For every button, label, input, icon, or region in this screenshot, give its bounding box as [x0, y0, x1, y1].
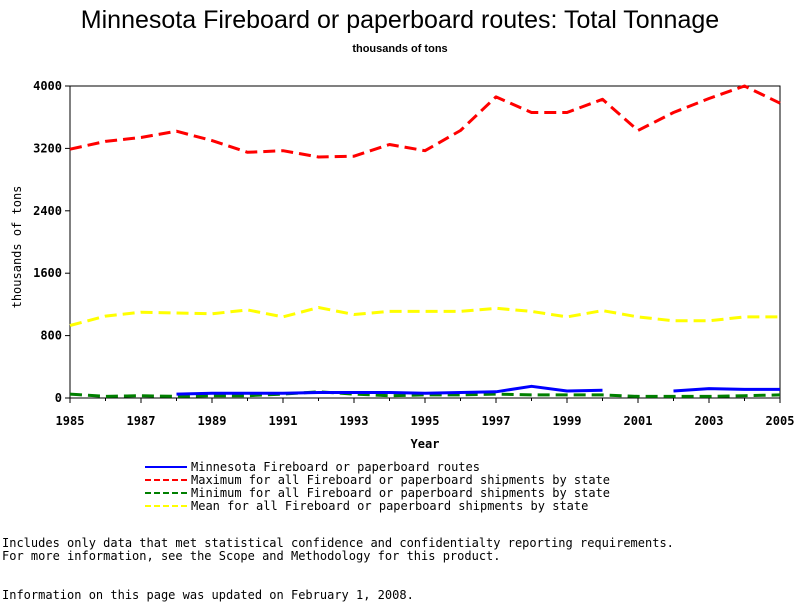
legend-item: Mean for all Fireboard or paperboard shi…: [145, 498, 610, 513]
legend-label: Mean for all Fireboard or paperboard shi…: [191, 498, 589, 513]
y-tick-label: 4000: [33, 79, 62, 93]
plot-frame: [69, 85, 781, 399]
chart-legend: Minnesota Fireboard or paperboard routes…: [145, 459, 611, 513]
legend-label: Maximum for all Fireboard or paperboard …: [191, 472, 611, 487]
legend-item: Minimum for all Fireboard or paperboard …: [145, 485, 611, 500]
series-line-1: [69, 84, 781, 159]
legend-swatch: [145, 504, 187, 507]
footnote-methodology: For more information, see the Scope and …: [2, 549, 501, 563]
series-line-0: [176, 384, 603, 396]
x-tick-label: 1995: [411, 414, 440, 428]
x-tick-label: 1989: [198, 414, 227, 428]
chart-plot: 1985 1987 1989 1991 1993 1995 1997 1999 2001 2003…: [10, 79, 795, 451]
legend-swatch: [145, 478, 187, 481]
x-tick-label: 1993: [340, 414, 369, 428]
y-tick-label: 2400: [33, 204, 62, 218]
x-tick-label: 1987: [127, 414, 156, 428]
x-tick-label: 2001: [624, 414, 653, 428]
chart-subtitle: thousands of tons: [352, 43, 448, 55]
x-axis-label: Year: [411, 437, 440, 451]
x-tick-label: 1999: [553, 414, 582, 428]
legend-swatch: [145, 491, 187, 494]
legend-label: Minnesota Fireboard or paperboard routes: [191, 459, 480, 474]
y-tick-label: 3200: [33, 141, 62, 155]
x-tick-label: 1991: [269, 414, 298, 428]
y-tick-label: 800: [40, 329, 62, 343]
x-tick-label: 2005: [766, 414, 795, 428]
y-tick-label: 1600: [33, 266, 62, 280]
y-tick-label: 0: [55, 391, 62, 405]
chart-title: Minnesota Fireboard or paperboard routes…: [80, 6, 720, 34]
x-tick-label: 1985: [56, 414, 85, 428]
series-line-3: [69, 306, 780, 327]
legend-item: Maximum for all Fireboard or paperboard …: [145, 472, 611, 487]
y-axis-label: thousands of tons: [10, 186, 24, 309]
x-tick-label: 1997: [482, 414, 511, 428]
legend-item: Minnesota Fireboard or paperboard routes: [145, 459, 610, 474]
legend-label: Minimum for all Fireboard or paperboard …: [191, 485, 611, 500]
legend-swatch: [145, 465, 187, 468]
x-tick-label: 2003: [695, 414, 724, 428]
footnote-confidence: Includes only data that met statistical …: [2, 536, 674, 550]
series-line-0: [673, 387, 780, 393]
footnote-updated: Information on this page was updated on …: [2, 588, 414, 602]
series-line-2: [69, 390, 781, 398]
